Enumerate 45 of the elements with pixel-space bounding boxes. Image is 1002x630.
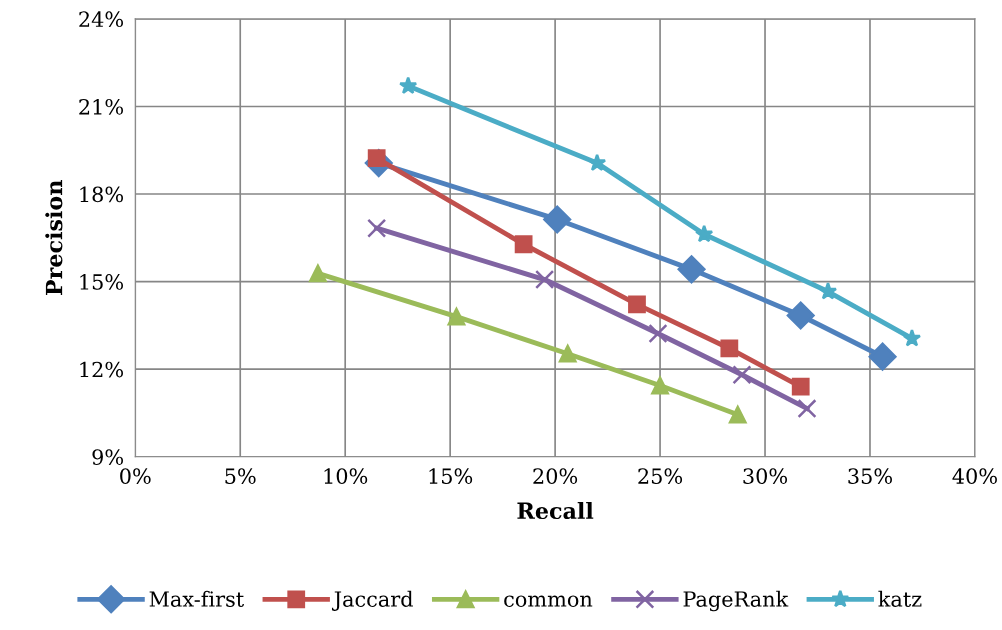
point xyxy=(447,307,466,326)
legend-label: common xyxy=(504,595,593,607)
point xyxy=(818,281,838,300)
x-tick-label: 35% xyxy=(848,468,892,484)
point xyxy=(398,76,418,95)
point xyxy=(651,376,669,395)
point xyxy=(902,328,922,347)
x-tick-label: 0% xyxy=(120,468,151,484)
point xyxy=(720,339,739,358)
point xyxy=(587,153,607,172)
legend-label: katz xyxy=(878,590,922,607)
x-tick-label: 5% xyxy=(225,468,256,484)
x-tick-label: 20% xyxy=(533,468,578,484)
point xyxy=(786,301,815,330)
y-tick-label: 9% xyxy=(92,449,124,465)
x-tick-label: 15% xyxy=(429,468,473,484)
point xyxy=(728,405,747,424)
point xyxy=(791,377,810,396)
point xyxy=(732,365,752,385)
x-tick-label: 25% xyxy=(638,468,683,484)
point xyxy=(367,218,387,238)
legend-label: Max-first xyxy=(149,590,244,607)
point xyxy=(558,344,577,363)
y-tick-label: 12% xyxy=(80,361,124,378)
x-tick-label: 30% xyxy=(743,468,788,484)
point xyxy=(797,399,817,419)
legend-label: PageRank xyxy=(683,590,789,612)
x-axis-title: Recall xyxy=(517,501,594,520)
point xyxy=(628,295,646,314)
legend-label: Jaccard xyxy=(331,590,413,611)
y-tick-label: 18% xyxy=(80,186,124,203)
y-tick-label: 15% xyxy=(80,274,124,290)
y-axis-title: Precision xyxy=(45,180,63,296)
point xyxy=(543,205,572,234)
point xyxy=(309,264,327,283)
point xyxy=(677,255,706,284)
point xyxy=(514,235,533,254)
point xyxy=(868,342,897,371)
point xyxy=(694,224,714,243)
x-tick-label: 10% xyxy=(324,468,368,484)
point xyxy=(535,269,555,290)
y-tick-label: 24% xyxy=(79,11,124,28)
point xyxy=(648,323,668,344)
x-tick-label: 40% xyxy=(952,468,997,484)
y-tick-label: 21% xyxy=(79,98,124,115)
